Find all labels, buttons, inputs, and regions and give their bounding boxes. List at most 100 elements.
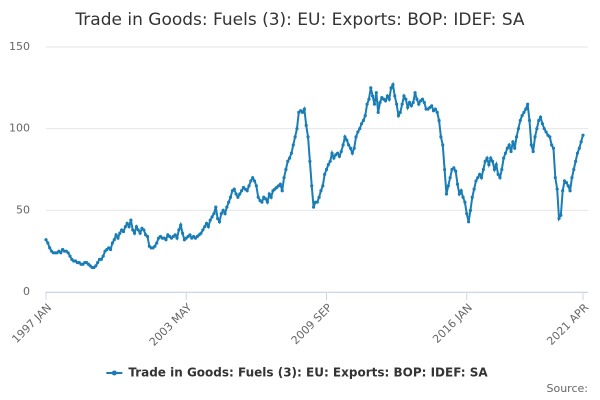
x-tick-label: 2009 SEP	[289, 301, 335, 347]
point	[411, 100, 415, 105]
point	[315, 200, 319, 204]
point	[123, 225, 127, 229]
point	[94, 264, 98, 268]
point	[66, 251, 70, 255]
point	[448, 176, 452, 180]
point	[579, 140, 583, 144]
point	[527, 118, 532, 123]
point	[204, 221, 209, 225]
point	[44, 238, 48, 242]
point	[561, 189, 565, 193]
point	[324, 167, 329, 172]
y-tick-label: 150	[9, 40, 30, 53]
point	[537, 118, 541, 123]
point	[201, 228, 205, 232]
point	[350, 151, 354, 155]
point	[391, 82, 395, 87]
point	[252, 179, 257, 183]
point	[328, 159, 332, 163]
point	[396, 114, 401, 118]
point	[138, 231, 142, 235]
point	[227, 200, 231, 204]
point	[463, 200, 467, 204]
point	[127, 225, 131, 229]
point	[345, 138, 349, 142]
point	[245, 189, 249, 193]
point	[260, 200, 264, 204]
point	[459, 189, 463, 193]
point	[287, 156, 292, 160]
point	[466, 220, 471, 224]
point	[234, 192, 238, 196]
point	[304, 123, 308, 127]
point	[173, 233, 177, 237]
point	[291, 143, 295, 147]
point	[125, 221, 129, 225]
point	[502, 156, 506, 160]
point	[286, 159, 290, 163]
point	[420, 97, 425, 101]
point	[503, 151, 508, 155]
point	[371, 94, 375, 98]
point	[378, 100, 382, 105]
point	[114, 233, 118, 237]
point	[263, 197, 268, 201]
point	[430, 104, 434, 108]
point	[400, 102, 404, 106]
point	[236, 195, 240, 199]
point	[289, 151, 294, 155]
point	[559, 213, 563, 217]
point	[214, 205, 218, 209]
x-tick-label: 2003 MAY	[147, 301, 195, 349]
point	[348, 146, 353, 150]
point	[535, 127, 539, 131]
point	[142, 228, 146, 232]
point	[507, 143, 511, 147]
point	[131, 228, 135, 232]
point	[435, 110, 439, 114]
point	[300, 110, 305, 114]
point	[526, 102, 530, 106]
point	[509, 149, 513, 154]
point	[306, 135, 310, 139]
y-tick-label: 0	[23, 285, 30, 298]
point	[529, 143, 533, 147]
point	[311, 205, 316, 209]
point	[490, 159, 495, 163]
point	[540, 122, 545, 126]
point	[310, 184, 314, 188]
point	[387, 97, 391, 101]
point	[282, 176, 286, 180]
point	[295, 127, 299, 131]
point	[223, 212, 227, 216]
legend-label: Trade in Goods: Fuels (3): EU: Exports: …	[128, 366, 488, 380]
point	[557, 216, 561, 221]
point	[487, 163, 491, 167]
source: Source:	[547, 382, 589, 395]
point	[361, 118, 366, 123]
point	[216, 216, 220, 221]
point	[363, 114, 367, 118]
point	[136, 228, 140, 232]
point	[566, 184, 570, 188]
point	[145, 234, 150, 239]
point	[581, 133, 585, 137]
point	[383, 99, 388, 103]
point	[385, 94, 389, 98]
point	[483, 159, 487, 163]
point	[542, 127, 546, 131]
point	[249, 179, 253, 183]
point	[439, 135, 443, 139]
point	[365, 102, 369, 106]
point	[132, 231, 137, 235]
x-tick-label: 2016 JAN	[430, 301, 475, 346]
point	[203, 225, 207, 229]
point	[228, 195, 233, 199]
point	[533, 135, 537, 139]
point	[247, 184, 251, 188]
point	[422, 100, 426, 105]
point	[240, 189, 244, 193]
point	[461, 195, 465, 199]
point	[179, 223, 183, 227]
point	[505, 146, 509, 150]
